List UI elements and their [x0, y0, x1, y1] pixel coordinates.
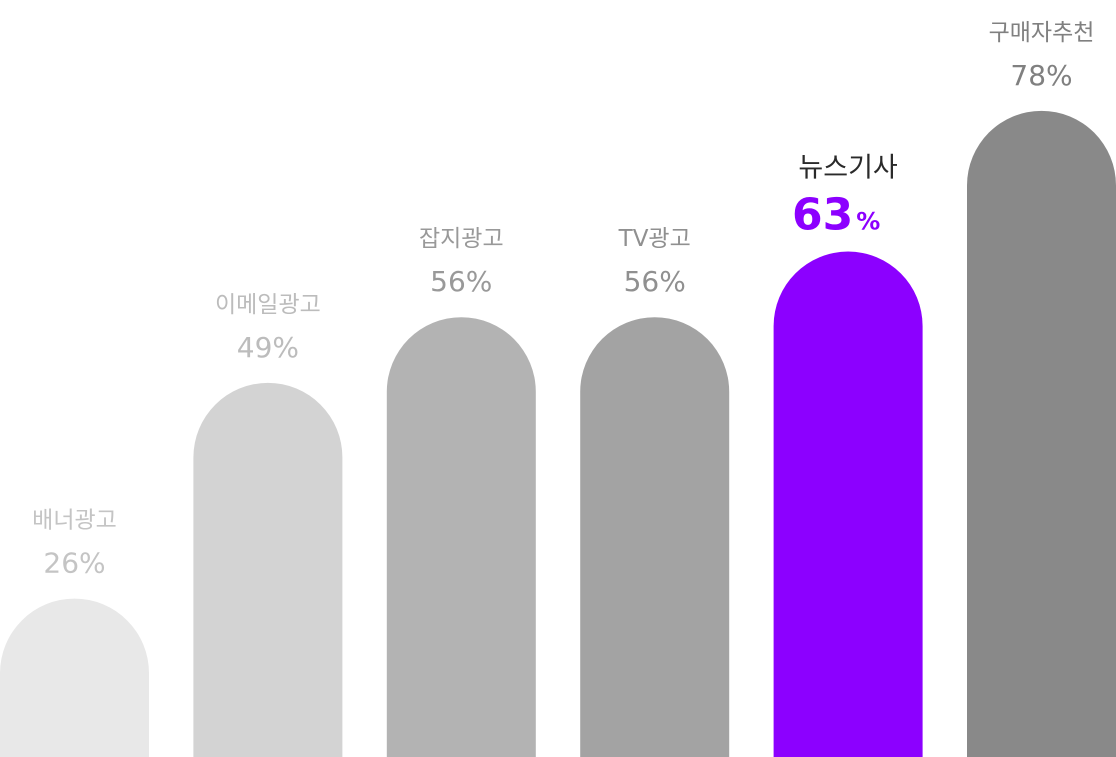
- bar: [386, 317, 536, 757]
- value-label: 78%: [1010, 59, 1072, 92]
- value-label: 26%: [43, 547, 105, 580]
- category-label: 이메일광고: [215, 292, 321, 318]
- bar-group-1: 26% 배너광고: [0, 508, 149, 757]
- bar: [773, 251, 923, 757]
- value-label-highlight: 63%: [792, 190, 880, 241]
- category-label-highlight: 뉴스기사: [798, 153, 898, 184]
- category-label: 구매자추천: [989, 20, 1095, 46]
- value-label: 56%: [430, 265, 492, 298]
- category-label: 배너광고: [32, 508, 117, 534]
- value-label: 49%: [237, 331, 299, 364]
- bar-group-2: 49% 이메일광고: [193, 292, 343, 757]
- bar-group-3: 56% 잡지광고: [386, 226, 536, 757]
- category-label: TV광고: [618, 226, 691, 252]
- bar-group-5: 63 % 뉴스기사: [773, 153, 923, 757]
- bar: [193, 382, 343, 757]
- bar: [0, 598, 149, 757]
- bar-group-6: 78% 구매자추천: [967, 20, 1116, 757]
- bar: [580, 317, 730, 757]
- bar: [967, 110, 1116, 757]
- category-label: 잡지광고: [419, 226, 504, 252]
- value-label: 56%: [624, 265, 686, 298]
- bar-group-4: 56% TV광고: [580, 226, 730, 757]
